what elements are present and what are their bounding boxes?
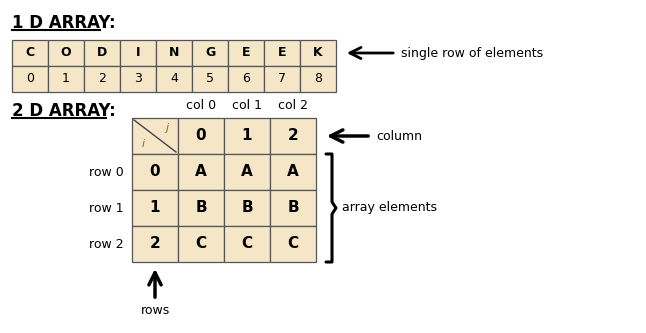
Text: array elements: array elements xyxy=(342,201,437,214)
Text: N: N xyxy=(169,47,179,60)
Text: 2 D ARRAY:: 2 D ARRAY: xyxy=(12,102,116,120)
Text: row 1: row 1 xyxy=(89,201,124,214)
Text: O: O xyxy=(61,47,71,60)
Text: single row of elements: single row of elements xyxy=(401,47,543,60)
Text: A: A xyxy=(241,165,253,179)
Text: col 0: col 0 xyxy=(186,99,216,112)
Bar xyxy=(270,190,316,226)
Text: i: i xyxy=(142,139,145,149)
Bar xyxy=(178,118,224,154)
Bar xyxy=(300,40,336,66)
Text: 2: 2 xyxy=(98,73,106,86)
Text: 1 D ARRAY:: 1 D ARRAY: xyxy=(12,14,116,32)
Text: A: A xyxy=(287,165,299,179)
Text: 0: 0 xyxy=(196,129,206,144)
Bar xyxy=(48,40,84,66)
Bar xyxy=(270,154,316,190)
Bar xyxy=(300,66,336,92)
Text: E: E xyxy=(242,47,250,60)
Bar xyxy=(224,118,270,154)
Text: 7: 7 xyxy=(278,73,286,86)
Text: 2: 2 xyxy=(150,236,160,251)
Text: column: column xyxy=(376,130,422,143)
Bar xyxy=(178,226,224,262)
Text: K: K xyxy=(313,47,323,60)
Bar xyxy=(120,40,156,66)
Text: col 2: col 2 xyxy=(278,99,308,112)
Text: B: B xyxy=(195,200,207,215)
Bar xyxy=(270,226,316,262)
Bar xyxy=(224,190,270,226)
Text: 0: 0 xyxy=(26,73,34,86)
Bar xyxy=(12,40,48,66)
Text: I: I xyxy=(136,47,140,60)
Text: 2: 2 xyxy=(287,129,298,144)
Text: C: C xyxy=(287,236,298,251)
Bar xyxy=(178,154,224,190)
Text: C: C xyxy=(25,47,35,60)
Text: 4: 4 xyxy=(170,73,178,86)
Text: 5: 5 xyxy=(206,73,214,86)
Text: 8: 8 xyxy=(314,73,322,86)
Text: rows: rows xyxy=(140,304,170,317)
Bar xyxy=(156,66,192,92)
Bar xyxy=(264,66,300,92)
Text: B: B xyxy=(287,200,299,215)
Bar xyxy=(224,154,270,190)
Bar xyxy=(84,40,120,66)
Bar xyxy=(224,226,270,262)
Text: col 1: col 1 xyxy=(232,99,262,112)
Text: row 2: row 2 xyxy=(89,237,124,250)
Text: 3: 3 xyxy=(134,73,142,86)
Text: 1: 1 xyxy=(150,200,160,215)
Text: 6: 6 xyxy=(242,73,250,86)
Text: 0: 0 xyxy=(150,165,160,179)
Bar xyxy=(228,40,264,66)
Bar xyxy=(12,66,48,92)
Bar xyxy=(48,66,84,92)
Bar xyxy=(192,40,228,66)
Text: j: j xyxy=(165,123,168,133)
Text: C: C xyxy=(196,236,207,251)
Bar xyxy=(228,66,264,92)
Bar xyxy=(132,118,178,154)
Bar xyxy=(132,154,178,190)
Text: B: B xyxy=(241,200,253,215)
Text: C: C xyxy=(242,236,253,251)
Bar xyxy=(132,226,178,262)
Text: E: E xyxy=(278,47,286,60)
Text: 1: 1 xyxy=(62,73,70,86)
Text: 1: 1 xyxy=(242,129,252,144)
Bar xyxy=(120,66,156,92)
Bar xyxy=(270,118,316,154)
Bar xyxy=(264,40,300,66)
Bar xyxy=(156,40,192,66)
Bar xyxy=(84,66,120,92)
Bar xyxy=(178,190,224,226)
Bar xyxy=(192,66,228,92)
Text: row 0: row 0 xyxy=(89,166,124,178)
Text: D: D xyxy=(97,47,107,60)
Bar xyxy=(132,190,178,226)
Text: A: A xyxy=(195,165,207,179)
Text: G: G xyxy=(205,47,215,60)
